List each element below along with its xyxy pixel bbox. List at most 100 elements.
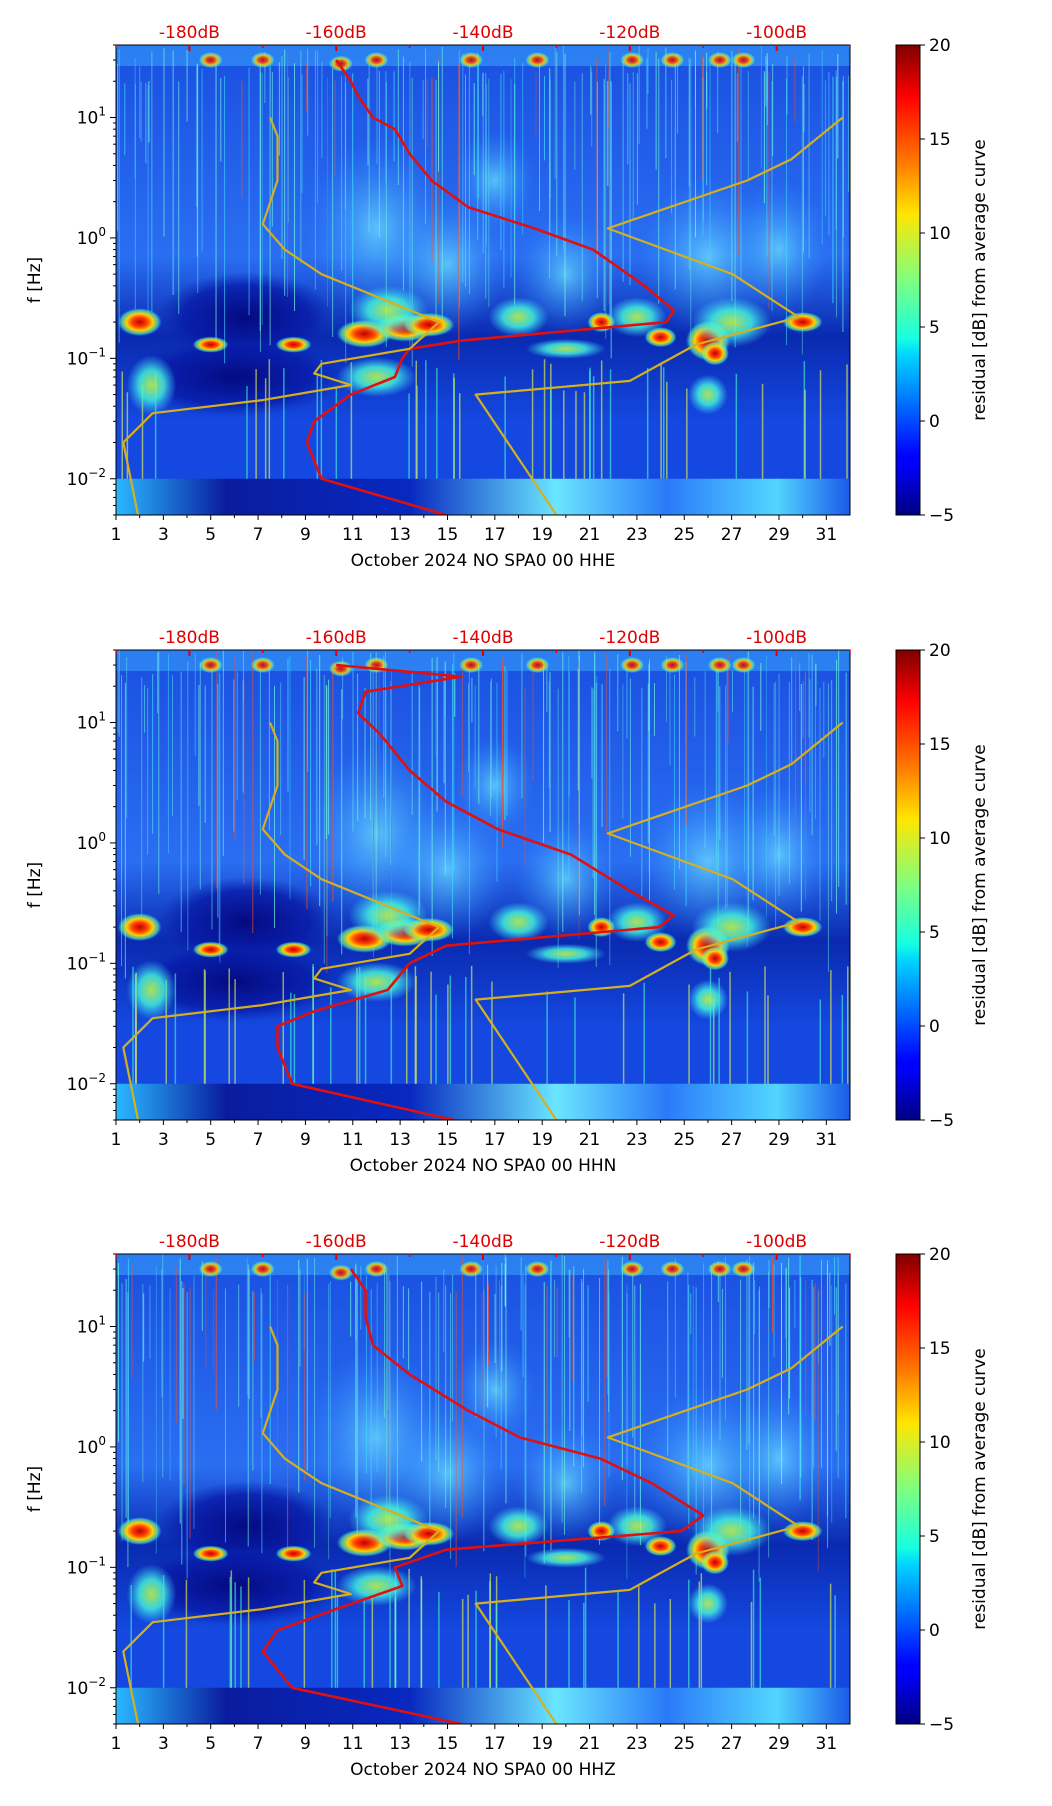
noise-patch (488, 902, 549, 943)
x-tick-label: 17 (484, 1734, 506, 1754)
high-frequency-burst (707, 1261, 732, 1278)
noise-patch (691, 1506, 772, 1557)
high-frequency-burst (731, 52, 756, 69)
y-axis-label: f [Hz] (25, 1466, 45, 1512)
x-tick-label: 1 (111, 1734, 122, 1754)
y-tick-label: 100 (77, 225, 106, 249)
noise-patch (348, 285, 429, 336)
x-tick-label: 13 (389, 525, 411, 545)
x-tick-label: 13 (389, 1130, 411, 1150)
microseism-peak (117, 308, 162, 337)
high-frequency-burst (198, 657, 223, 674)
noise-patch (126, 960, 177, 1021)
nhnm-curve (474, 116, 844, 515)
x-tick-label: 27 (721, 525, 743, 545)
colorbar-tick-label: 15 (929, 735, 951, 755)
nlnm-curve (122, 1326, 441, 1724)
spectrogram-area (116, 1254, 850, 1724)
noise-patch (336, 961, 417, 1002)
median-psd-curve (276, 663, 676, 1120)
colorbar: 20 15 10 5 0 −5 residual [dB] from average cur… (895, 641, 990, 1131)
x-tick-label: 5 (205, 1130, 216, 1150)
x-tick-label: 31 (816, 1130, 838, 1150)
noise-patch (606, 297, 667, 338)
noise-patch (525, 338, 606, 359)
y-tick-label: 10−1 (67, 950, 106, 974)
median-psd-curve (261, 1268, 705, 1724)
high-frequency-burst (525, 1261, 550, 1278)
nhnm-curve (474, 721, 844, 1120)
y-tick-label: 10−2 (67, 466, 106, 490)
microseism-peak (782, 312, 823, 333)
low-frequency-band (116, 478, 850, 515)
median-psd-curve (305, 59, 676, 515)
y-tick-label: 10−2 (67, 1675, 106, 1699)
x-axis-label: October 2024 NO SPA0 00 HHZ (350, 1760, 616, 1780)
microseism-peak (192, 336, 229, 353)
colorbar-tick-label: 20 (929, 641, 951, 661)
high-frequency-burst (459, 52, 484, 69)
x-tick-label: 21 (579, 1130, 601, 1150)
colorbar-label: residual [dB] from average curve (970, 139, 990, 420)
x-tick-label: 29 (768, 1734, 790, 1754)
microseism-peak (192, 1545, 229, 1562)
nhnm-curve (474, 1325, 844, 1724)
microseism-peak (117, 1517, 162, 1546)
x-tick-label: 5 (205, 1734, 216, 1754)
high-frequency-burst (620, 1261, 645, 1278)
db-tick-label: -120dB (599, 628, 660, 648)
colorbar-label: residual [dB] from average curve (970, 1348, 990, 1629)
noise-patch (525, 943, 606, 964)
x-tick-label: 19 (531, 525, 553, 545)
colorbar-tick-label: 15 (929, 1339, 951, 1359)
colorbar-tick-label: 20 (929, 36, 951, 56)
x-tick-label: 21 (579, 1734, 601, 1754)
microseism-peak (275, 941, 312, 958)
low-frequency-band (116, 1083, 850, 1120)
y-axis-label: f [Hz] (25, 862, 45, 908)
high-frequency-burst (459, 1261, 484, 1278)
noise-patch (687, 979, 728, 1020)
y-tick-label: 100 (77, 830, 106, 854)
y-tick-label: 101 (77, 104, 106, 128)
high-frequency-burst (250, 52, 275, 69)
high-frequency-burst (328, 55, 353, 72)
x-tick-label: 17 (484, 525, 506, 545)
colorbar-label: residual [dB] from average curve (970, 744, 990, 1025)
nlnm-curve (122, 722, 441, 1120)
x-tick-label: 3 (158, 1734, 169, 1754)
quiet-region (124, 336, 345, 417)
microseism-peak (701, 341, 730, 366)
noise-patch (728, 179, 829, 320)
y-tick-label: 100 (77, 1434, 106, 1458)
noise-patch (606, 1506, 667, 1547)
x-tick-label: 27 (721, 1130, 743, 1150)
x-tick-label: 11 (342, 525, 364, 545)
x-tick-label: 13 (389, 1734, 411, 1754)
high-frequency-burst (620, 657, 645, 674)
colorbar-tick-label: 0 (929, 412, 940, 432)
noise-patch (525, 1547, 606, 1568)
spectrogram-area (116, 45, 850, 515)
db-tick-label: -160dB (306, 23, 367, 43)
noise-patch (691, 297, 772, 348)
db-tick-label: -160dB (306, 628, 367, 648)
high-frequency-burst (525, 657, 550, 674)
x-tick-label: 19 (531, 1130, 553, 1150)
noise-patch (606, 902, 667, 943)
db-tick-label: -120dB (599, 23, 660, 43)
quiet-region (124, 1545, 345, 1626)
db-tick-label: -140dB (452, 1232, 513, 1252)
db-tick-label: -180dB (159, 23, 220, 43)
x-tick-label: 15 (437, 525, 459, 545)
high-frequency-burst (198, 52, 223, 69)
high-frequency-burst (250, 1261, 275, 1278)
microseism-peak (275, 1545, 312, 1562)
high-frequency-burst (660, 657, 685, 674)
x-axis-label: October 2024 NO SPA0 00 HHE (351, 551, 616, 571)
colorbar-tick-label: −5 (929, 506, 954, 526)
x-tick-label: 15 (437, 1734, 459, 1754)
colorbar-tick-label: 0 (929, 1621, 940, 1641)
